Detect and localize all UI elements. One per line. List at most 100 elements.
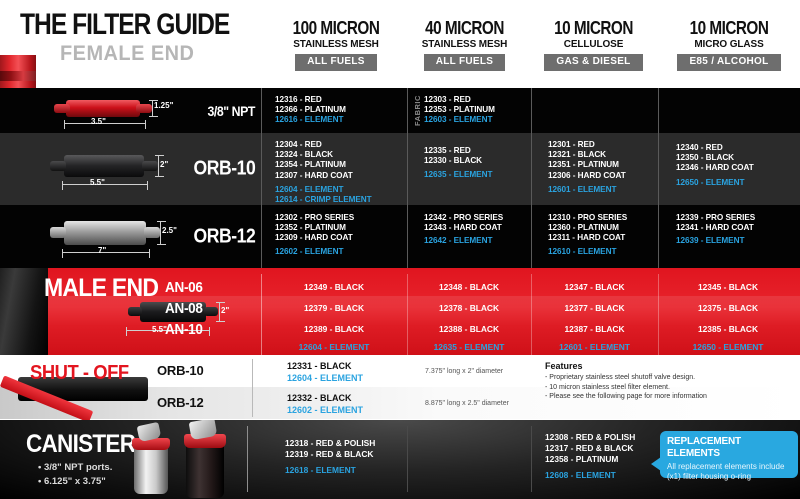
dimension-diameter-label: 2.5": [162, 226, 177, 235]
dimension-diameter-label: 1.25": [154, 101, 174, 110]
part-number-element: 12610 - ELEMENT: [548, 246, 617, 256]
part-number-element: 12608 - ELEMENT: [545, 470, 616, 480]
filter-end-fitting-icon: [204, 307, 218, 316]
part-number: 12303 - RED: [424, 95, 471, 104]
column-header-100-micron: 100 MICRON STAINLESS MESH ALL FUELS: [266, 18, 406, 71]
part-number-element: 12642 - ELEMENT: [424, 236, 493, 246]
part-number: 12321 - BLACK: [548, 150, 607, 160]
part-number: 12311 - HARD COAT: [548, 233, 626, 243]
fabric-note-label: FABRIC: [413, 95, 422, 126]
column-divider: [407, 88, 408, 268]
column-media-label: STAINLESS MESH: [293, 38, 379, 50]
cell-100micron-38npt: 12316 - RED 12366 - PLATINUM 12616 - ELE…: [275, 95, 346, 126]
column-micron-label: 100 MICRON: [292, 18, 380, 38]
dimension-length-label: 7": [98, 246, 107, 255]
column-divider: [531, 274, 532, 355]
filter-end-fitting-icon: [144, 227, 160, 238]
part-number-element: 12604 - ELEMENT: [275, 184, 344, 194]
row-label-orb-10: ORB-10: [193, 157, 255, 180]
column-fuel-badge: ALL FUELS: [295, 54, 377, 71]
filter-end-fitting-icon: [136, 104, 152, 113]
part-number: 12308 - RED & POLISH: [545, 432, 636, 442]
part-number: 12351 - PLATINUM: [548, 160, 619, 170]
size-label-an-06: AN-06: [165, 279, 203, 296]
part-number-crimp-element: 12614 - CRIMP ELEMENT: [275, 195, 372, 205]
part-number-element: 12603 - ELEMENT: [424, 115, 493, 125]
column-media-label: MICRO GLASS: [694, 38, 764, 50]
part-number: 12388 - BLACK: [438, 324, 500, 334]
part-number: 12340 - RED: [676, 143, 723, 152]
shut-off-valve-photo: [0, 369, 155, 420]
part-number: 12377 - BLACK: [564, 303, 625, 313]
column-fuel-badge: GAS & DIESEL: [544, 54, 643, 71]
part-number: 12335 - RED: [424, 146, 471, 155]
header: THE FILTER GUIDE FEMALE END 100 MICRON S…: [0, 0, 800, 88]
part-number: 12339 - PRO SERIES: [676, 213, 756, 222]
row-left-cell: 3.5" 1.25" 3/8" NPT: [36, 88, 261, 133]
part-number-element: 12650 - ELEMENT: [692, 342, 764, 352]
part-number: 12309 - HARD COAT: [275, 233, 353, 243]
column-header-10-micron-cellulose: 10 MICRON CELLULOSE GAS & DIESEL: [528, 18, 659, 71]
shut-off-dimensions: 8.875" long x 2.5" diameter: [425, 400, 509, 407]
part-number: 12354 - PLATINUM: [275, 160, 346, 170]
dimension-line-length: [62, 249, 150, 258]
cell-40micron-38npt: 12303 - RED 12353 - PLATINUM 12603 - ELE…: [424, 95, 495, 126]
part-number: 12350 - BLACK: [676, 153, 735, 163]
table-row: 5.5" 2" ORB-10 12304 - RED 12324 - BLACK…: [0, 133, 800, 205]
column-header-40-micron: 40 MICRON STAINLESS MESH ALL FUELS: [398, 18, 531, 71]
dimension-line-diameter: [157, 221, 166, 245]
part-number: 12347 - BLACK: [564, 282, 625, 292]
part-number: 12307 - HARD COAT: [275, 170, 353, 180]
column-divider: [658, 274, 659, 355]
canister-polish-cap: [132, 438, 170, 450]
part-number-element: 12604 - ELEMENT: [287, 372, 364, 383]
callout-body: All replacement elements include (x1) fi…: [667, 462, 785, 481]
part-number: 12331 - BLACK: [287, 361, 352, 371]
canister-bullet: • 6.125" x 3.75": [38, 476, 106, 487]
replacement-elements-callout: REPLACEMENT ELEMENTS All replacement ele…: [651, 431, 798, 481]
feature-item: - 10 micron stainless steel filter eleme…: [545, 383, 670, 391]
column-divider: [658, 88, 659, 268]
male-end-fitting-photo: [0, 268, 48, 355]
canister-black-photo: [186, 444, 224, 498]
cell-10micron-glass-orb12: 12339 - PRO SERIES 12341 - HARD COAT 126…: [676, 213, 755, 247]
filter-end-fitting-icon: [50, 227, 66, 238]
column-divider: [531, 426, 532, 492]
feature-item: - Please see the following page for more…: [545, 393, 707, 400]
part-number: 12389 - BLACK: [303, 324, 365, 334]
shut-off-part-block: 12332 - BLACK 12602 - ELEMENT: [287, 393, 363, 416]
filter-end-fitting-icon: [50, 161, 66, 171]
dimension-line-diameter: [155, 155, 164, 177]
part-number: 12360 - PLATINUM: [548, 223, 619, 233]
callout-title: REPLACEMENT ELEMENTS: [667, 436, 741, 459]
column-divider: [407, 274, 408, 355]
dimension-diameter-label: 2": [221, 306, 230, 315]
filter-end-fitting-icon: [54, 104, 70, 113]
part-number: 12324 - BLACK: [275, 150, 334, 160]
part-number: 12306 - HARD COAT: [548, 170, 626, 180]
row-left-cell: 5.5" 2" ORB-10: [36, 133, 261, 205]
male-end-section: MALE END 5.5" 2" AN-06 AN-08 AN-10 12349…: [0, 268, 800, 355]
part-number: 12352 - PLATINUM: [275, 223, 346, 233]
dimension-line-length: [126, 327, 210, 336]
size-label-an-08: AN-08: [165, 300, 203, 317]
part-number-element: 12602 - ELEMENT: [287, 404, 364, 415]
part-number-element: 12639 - ELEMENT: [676, 236, 745, 246]
part-number: 12342 - PRO SERIES: [424, 213, 504, 222]
canister-bullet: • 3/8" NPT ports.: [38, 462, 113, 473]
part-number-element: 12618 - ELEMENT: [285, 465, 356, 475]
part-number: 12316 - RED: [275, 95, 322, 104]
part-number: 12301 - RED: [548, 140, 595, 149]
table-row: 3.5" 1.25" 3/8" NPT 12316 - RED 12366 - …: [0, 88, 800, 133]
column-divider: [261, 88, 262, 268]
row-label-orb-12: ORB-12: [193, 225, 255, 247]
filter-end-fitting-icon: [142, 161, 158, 171]
dimension-line-length: [64, 120, 146, 129]
features-block: Features - Proprietary stainless steel s…: [545, 361, 707, 402]
part-number: 12387 - BLACK: [564, 324, 625, 334]
column-header-10-micron-micro-glass: 10 MICRON MICRO GLASS E85 / ALCOHOL: [660, 18, 798, 71]
cell-canister-10micron: 12308 - RED & POLISH 12317 - RED & BLACK…: [545, 432, 635, 481]
filter-orb12-illustration: [64, 221, 146, 245]
shut-off-part-block: 12331 - BLACK 12604 - ELEMENT: [287, 361, 363, 384]
part-number-element: 12650 - ELEMENT: [676, 177, 745, 187]
